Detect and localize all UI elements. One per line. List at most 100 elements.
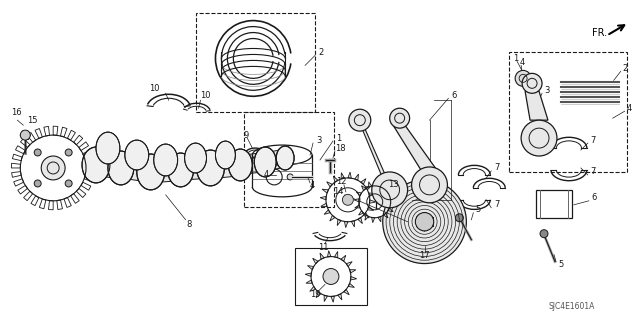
Text: 15: 15: [28, 116, 38, 125]
Text: 4: 4: [263, 170, 269, 179]
Polygon shape: [175, 152, 201, 176]
Circle shape: [323, 269, 339, 285]
Polygon shape: [344, 221, 348, 228]
Polygon shape: [362, 186, 366, 190]
Circle shape: [415, 212, 434, 231]
Polygon shape: [383, 213, 388, 218]
Bar: [509, 52, 627, 172]
Polygon shape: [359, 120, 392, 191]
Ellipse shape: [254, 147, 276, 177]
Polygon shape: [130, 149, 157, 178]
Polygon shape: [324, 210, 330, 214]
Polygon shape: [239, 152, 266, 174]
Text: 10: 10: [200, 91, 211, 100]
Polygon shape: [369, 200, 376, 203]
Polygon shape: [331, 296, 335, 302]
Polygon shape: [320, 197, 326, 200]
Polygon shape: [321, 203, 327, 207]
Polygon shape: [365, 215, 369, 220]
Polygon shape: [369, 193, 375, 197]
Text: 8: 8: [187, 220, 192, 229]
Polygon shape: [348, 283, 355, 287]
Text: 5: 5: [558, 260, 563, 269]
Polygon shape: [338, 294, 342, 300]
Ellipse shape: [96, 132, 120, 164]
Polygon shape: [369, 182, 372, 187]
Ellipse shape: [276, 146, 294, 170]
Circle shape: [65, 149, 72, 156]
Polygon shape: [145, 153, 172, 179]
Polygon shape: [349, 270, 356, 273]
Polygon shape: [381, 183, 385, 189]
Text: 2: 2: [623, 64, 628, 73]
Polygon shape: [305, 273, 311, 277]
Text: 3: 3: [316, 136, 321, 145]
Polygon shape: [101, 144, 128, 173]
Circle shape: [349, 109, 371, 131]
Circle shape: [41, 156, 65, 180]
Polygon shape: [330, 215, 335, 221]
Polygon shape: [355, 205, 360, 208]
Polygon shape: [388, 208, 393, 212]
Polygon shape: [344, 289, 349, 295]
Polygon shape: [120, 158, 152, 182]
Text: 7: 7: [494, 163, 500, 173]
Polygon shape: [351, 221, 355, 227]
Circle shape: [522, 73, 542, 93]
Polygon shape: [355, 174, 358, 180]
Ellipse shape: [216, 141, 236, 169]
Circle shape: [540, 230, 548, 238]
Bar: [295, 248, 367, 305]
Polygon shape: [221, 148, 244, 172]
Polygon shape: [150, 159, 181, 183]
Text: 17: 17: [420, 251, 430, 260]
Polygon shape: [390, 202, 396, 205]
Polygon shape: [394, 126, 438, 171]
Text: FR.: FR.: [592, 27, 607, 38]
Circle shape: [34, 180, 41, 187]
Polygon shape: [322, 189, 328, 193]
Circle shape: [412, 167, 447, 203]
Polygon shape: [351, 277, 356, 280]
Ellipse shape: [196, 150, 225, 186]
Polygon shape: [358, 218, 362, 224]
Text: 7: 7: [590, 167, 595, 176]
Polygon shape: [372, 218, 375, 223]
Text: 4: 4: [310, 182, 316, 190]
Bar: [196, 13, 315, 112]
Ellipse shape: [154, 144, 178, 176]
Polygon shape: [116, 148, 142, 174]
Text: 1: 1: [336, 134, 341, 143]
Ellipse shape: [82, 147, 110, 183]
Polygon shape: [361, 179, 366, 184]
Polygon shape: [161, 153, 186, 177]
Bar: [244, 112, 334, 207]
Polygon shape: [333, 176, 338, 182]
Polygon shape: [390, 196, 395, 199]
Polygon shape: [264, 149, 287, 171]
Circle shape: [287, 174, 293, 180]
Circle shape: [390, 108, 410, 128]
Text: 11: 11: [318, 243, 328, 252]
Circle shape: [20, 130, 30, 140]
Polygon shape: [310, 286, 316, 291]
Polygon shape: [358, 211, 364, 215]
Text: 16: 16: [12, 108, 22, 117]
Polygon shape: [525, 91, 548, 120]
Text: 1: 1: [513, 54, 518, 63]
Polygon shape: [326, 182, 332, 187]
Polygon shape: [386, 189, 391, 193]
Text: 4: 4: [627, 104, 632, 113]
Ellipse shape: [184, 143, 207, 173]
Polygon shape: [209, 154, 241, 179]
Bar: [536, 190, 572, 218]
Polygon shape: [337, 219, 341, 226]
Polygon shape: [356, 192, 362, 196]
Polygon shape: [328, 251, 331, 257]
Polygon shape: [346, 262, 352, 267]
Polygon shape: [324, 295, 328, 301]
Polygon shape: [320, 253, 324, 259]
Polygon shape: [348, 172, 351, 178]
Text: 5: 5: [476, 205, 481, 214]
Polygon shape: [341, 255, 346, 261]
